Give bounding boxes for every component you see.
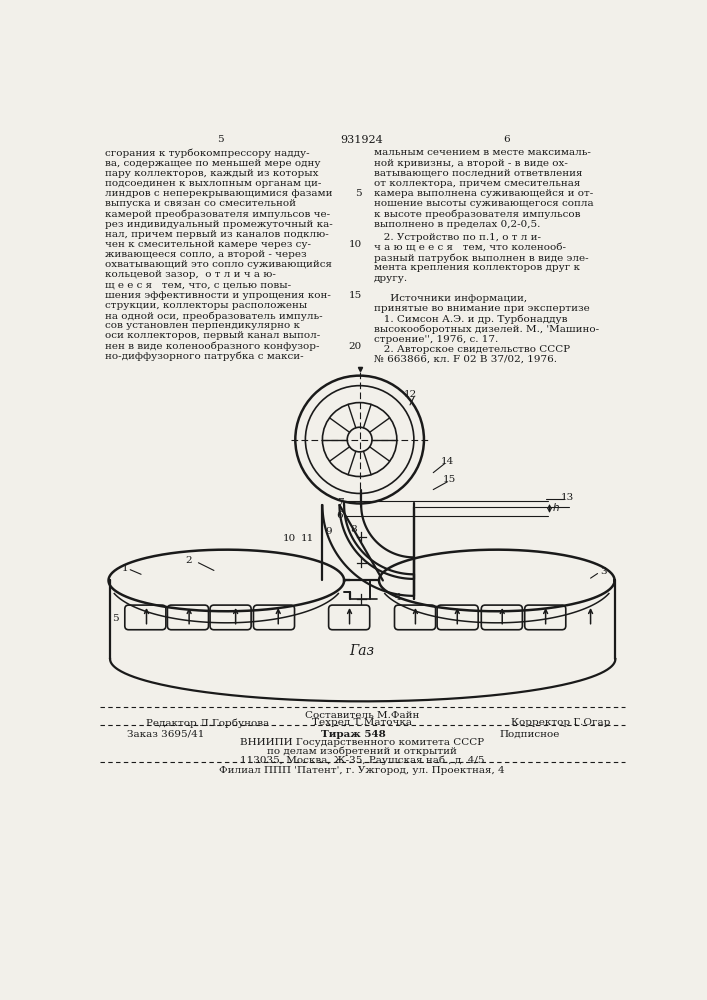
Text: 1: 1 — [122, 564, 128, 573]
Text: чен к смесительной камере через су-: чен к смесительной камере через су- — [105, 240, 311, 249]
Text: сов установлен перпендикулярно к: сов установлен перпендикулярно к — [105, 321, 300, 330]
Text: строение'', 1976, с. 17.: строение'', 1976, с. 17. — [373, 335, 498, 344]
Text: выпуска и связан со смесительной: выпуска и связан со смесительной — [105, 199, 296, 208]
Text: ч а ю щ е е с я   тем, что коленооб-: ч а ю щ е е с я тем, что коленооб- — [373, 243, 566, 252]
Text: струкции, коллекторы расположены: струкции, коллекторы расположены — [105, 301, 308, 310]
Text: ношение высоты суживающегося сопла: ношение высоты суживающегося сопла — [373, 199, 593, 208]
Text: живающееся сопло, а второй - через: живающееся сопло, а второй - через — [105, 250, 307, 259]
Text: Источники информации,: Источники информации, — [373, 294, 527, 303]
Text: Филиал ППП 'Патент', г. Ужгород, ул. Проектная, 4: Филиал ППП 'Патент', г. Ужгород, ул. Про… — [219, 766, 505, 775]
Text: 1. Симсон А.Э. и др. Турбонаддув: 1. Симсон А.Э. и др. Турбонаддув — [373, 314, 567, 324]
Text: разный патрубок выполнен в виде эле-: разный патрубок выполнен в виде эле- — [373, 253, 588, 263]
Text: 20: 20 — [349, 342, 362, 351]
Text: щ е е с я   тем, что, с целью повы-: щ е е с я тем, что, с целью повы- — [105, 281, 291, 290]
Text: 15: 15 — [349, 291, 362, 300]
Text: камерой преобразователя импульсов че-: камерой преобразователя импульсов че- — [105, 209, 331, 219]
Text: выполнено в пределах 0,2-0,5.: выполнено в пределах 0,2-0,5. — [373, 220, 540, 229]
Text: 5: 5 — [112, 614, 119, 623]
Text: пару коллекторов, каждый из которых: пару коллекторов, каждый из которых — [105, 169, 319, 178]
Text: оси коллекторов, первый канал выпол-: оси коллекторов, первый канал выпол- — [105, 331, 321, 340]
Text: камера выполнена суживающейся и от-: камера выполнена суживающейся и от- — [373, 189, 593, 198]
Text: шения эффективности и упрощения кон-: шения эффективности и упрощения кон- — [105, 291, 332, 300]
Text: Корректор Г.Огар: Корректор Г.Огар — [511, 718, 611, 727]
Text: ВНИИПИ Государственного комитета СССР: ВНИИПИ Государственного комитета СССР — [240, 738, 484, 747]
Text: Заказ 3695/41: Заказ 3695/41 — [127, 730, 204, 739]
Text: к высоте преобразователя импульсов: к высоте преобразователя импульсов — [373, 209, 580, 219]
Text: 2. Устройство по п.1, о т л и-: 2. Устройство по п.1, о т л и- — [373, 233, 541, 242]
Text: от коллектора, причем смесительная: от коллектора, причем смесительная — [373, 179, 580, 188]
Text: 10: 10 — [284, 534, 296, 543]
Text: h: h — [553, 503, 559, 513]
Text: мента крепления коллекторов друг к: мента крепления коллекторов друг к — [373, 263, 580, 272]
Text: Тираж 548: Тираж 548 — [321, 730, 385, 739]
Text: Подписное: Подписное — [499, 730, 559, 739]
Text: подсоединен к выхлопным органам ци-: подсоединен к выхлопным органам ци- — [105, 179, 322, 188]
Text: на одной оси, преобразователь импуль-: на одной оси, преобразователь импуль- — [105, 311, 323, 321]
Text: 6: 6 — [503, 135, 510, 144]
Text: 5: 5 — [217, 135, 223, 144]
Text: линдров с неперекрывающимися фазами: линдров с неперекрывающимися фазами — [105, 189, 333, 198]
Text: ватывающего последний ответвления: ватывающего последний ответвления — [373, 169, 582, 178]
Text: Техред Т.Маточка: Техред Т.Маточка — [312, 718, 412, 727]
Text: 6: 6 — [336, 511, 343, 520]
Text: 4: 4 — [395, 593, 402, 602]
Text: 931924: 931924 — [341, 135, 383, 145]
Text: 11: 11 — [301, 534, 315, 543]
Text: 14: 14 — [440, 457, 454, 466]
Text: мальным сечением в месте максималь-: мальным сечением в месте максималь- — [373, 148, 590, 157]
Text: но-диффузорного патрубка с макси-: но-диффузорного патрубка с макси- — [105, 352, 304, 361]
Text: 15: 15 — [443, 475, 456, 484]
Text: Газ: Газ — [349, 644, 375, 658]
Text: ной кривизны, а второй - в виде ох-: ной кривизны, а второй - в виде ох- — [373, 159, 568, 168]
Text: 7: 7 — [337, 498, 344, 507]
Text: ва, содержащее по меньшей мере одну: ва, содержащее по меньшей мере одну — [105, 159, 321, 168]
Text: 2: 2 — [186, 556, 192, 565]
Text: Редактор Л.Горбунова: Редактор Л.Горбунова — [146, 718, 270, 728]
Text: нен в виде коленообразного конфузор-: нен в виде коленообразного конфузор- — [105, 342, 320, 351]
Text: 12: 12 — [404, 390, 416, 399]
Text: другу.: другу. — [373, 274, 408, 283]
Text: № 663866, кл. F 02 B 37/02, 1976.: № 663866, кл. F 02 B 37/02, 1976. — [373, 355, 556, 364]
Text: высокооборотных дизелей. М., 'Машино-: высокооборотных дизелей. М., 'Машино- — [373, 324, 599, 334]
Text: рез индивидуальный промежуточный ка-: рез индивидуальный промежуточный ка- — [105, 220, 333, 229]
Text: 8: 8 — [350, 525, 357, 534]
Text: 113035, Москва, Ж-35, Раушская наб., д. 4/5: 113035, Москва, Ж-35, Раушская наб., д. … — [240, 755, 484, 765]
Text: 9: 9 — [325, 527, 332, 536]
Text: принятые во внимание при экспертизе: принятые во внимание при экспертизе — [373, 304, 590, 313]
Text: 2. Авторское свидетельство СССР: 2. Авторское свидетельство СССР — [373, 345, 570, 354]
Text: 5: 5 — [356, 189, 362, 198]
Text: Составитель М.Файн: Составитель М.Файн — [305, 711, 419, 720]
Text: 13: 13 — [561, 493, 574, 502]
Text: 10: 10 — [349, 240, 362, 249]
Text: кольцевой зазор,  о т л и ч а ю-: кольцевой зазор, о т л и ч а ю- — [105, 270, 276, 279]
Text: охватывающий это сопло суживающийся: охватывающий это сопло суживающийся — [105, 260, 332, 269]
Text: нал, причем первый из каналов подклю-: нал, причем первый из каналов подклю- — [105, 230, 329, 239]
Text: 3: 3 — [600, 567, 607, 576]
Text: по делам изобретений и открытий: по делам изобретений и открытий — [267, 747, 457, 756]
Text: сгорания к турбокомпрессору надду-: сгорания к турбокомпрессору надду- — [105, 148, 310, 158]
